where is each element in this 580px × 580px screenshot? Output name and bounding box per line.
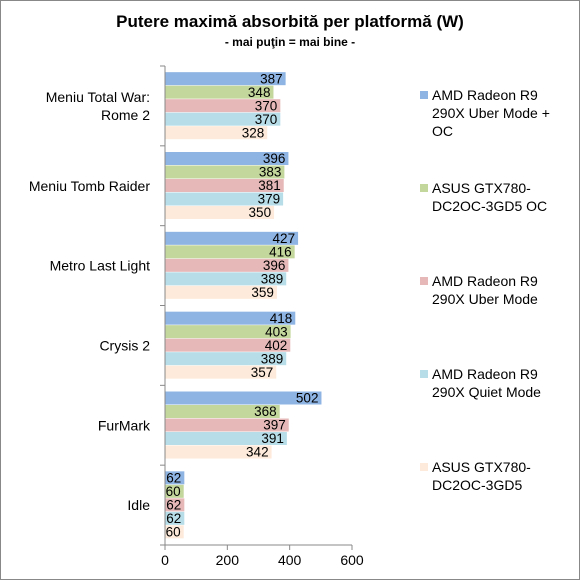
category-label: Rome 2 xyxy=(101,107,150,123)
bar xyxy=(165,285,277,299)
bar xyxy=(165,445,272,459)
data-label: 383 xyxy=(259,165,282,180)
legend-label: DC2OC-3GD5 OC xyxy=(432,198,547,214)
category-label: Idle xyxy=(127,497,150,513)
bar xyxy=(165,471,185,485)
bar xyxy=(165,432,287,445)
data-label: 60 xyxy=(166,484,181,499)
category-label: FurMark xyxy=(98,417,151,433)
bar xyxy=(165,418,289,432)
category-label: Metro Last Light xyxy=(50,258,150,274)
category-label: Meniu Total War: xyxy=(46,89,150,105)
bar xyxy=(165,511,185,525)
x-tick-label: 200 xyxy=(216,552,240,568)
bar xyxy=(165,99,281,113)
bar xyxy=(165,192,284,206)
data-label: 391 xyxy=(261,431,284,446)
bar xyxy=(165,179,284,192)
data-label: 427 xyxy=(273,231,296,246)
data-label: 348 xyxy=(248,85,271,100)
data-label: 402 xyxy=(265,338,288,353)
bar xyxy=(165,405,280,418)
data-label: 418 xyxy=(270,311,293,326)
legend-swatch xyxy=(420,370,428,378)
data-label: 350 xyxy=(249,205,272,220)
bar xyxy=(165,112,281,126)
data-label: 60 xyxy=(166,525,181,540)
legend-label: AMD Radeon R9 xyxy=(432,366,538,382)
legend-label: ASUS GTX780- xyxy=(432,180,531,196)
bar xyxy=(165,325,291,339)
data-label: 62 xyxy=(166,511,181,526)
bar xyxy=(165,365,277,379)
data-label: 62 xyxy=(166,471,181,486)
bar xyxy=(165,152,289,165)
bar xyxy=(165,272,287,286)
legend-label: OC xyxy=(432,123,453,139)
legend-swatch xyxy=(420,91,428,99)
data-label: 502 xyxy=(296,391,319,406)
data-label: 381 xyxy=(258,178,281,193)
data-label: 359 xyxy=(251,285,274,300)
legend: AMD Radeon R9 290X Uber Mode + OC ASUS GTX7… xyxy=(420,87,550,493)
data-label: 403 xyxy=(265,324,288,339)
bar xyxy=(165,484,184,498)
bar xyxy=(165,85,274,99)
legend-label: ASUS GTX780- xyxy=(432,459,531,475)
data-label: 370 xyxy=(255,98,278,113)
bar xyxy=(165,258,289,272)
x-tick-label: 0 xyxy=(161,552,169,568)
bar xyxy=(165,206,275,219)
legend-swatch xyxy=(420,277,428,285)
legend-swatch xyxy=(420,184,428,192)
bar xyxy=(165,338,291,352)
legend-label: DC2OC-3GD5 xyxy=(432,477,522,493)
x-tick-label: 400 xyxy=(278,552,302,568)
category-label: Meniu Tomb Raider xyxy=(29,178,150,194)
data-label: 370 xyxy=(255,112,278,127)
legend-label: AMD Radeon R9 xyxy=(432,87,538,103)
data-label: 368 xyxy=(254,404,277,419)
chart-title: Putere maximă absorbită per platformă (W… xyxy=(116,12,464,31)
data-label: 389 xyxy=(261,351,284,366)
data-label: 387 xyxy=(260,71,283,86)
legend-label: 290X Quiet Mode xyxy=(432,384,541,400)
data-label: 416 xyxy=(269,245,292,260)
data-label: 379 xyxy=(258,192,281,207)
data-label: 328 xyxy=(242,125,265,140)
chart-subtitle: - mai puţin = mai bine - xyxy=(225,35,355,49)
legend-label: 290X Uber Mode + xyxy=(432,105,550,121)
bar xyxy=(165,352,287,366)
bar xyxy=(165,72,286,86)
legend-label: 290X Uber Mode xyxy=(432,291,538,307)
data-label: 342 xyxy=(246,445,269,460)
bar xyxy=(165,311,296,325)
bar xyxy=(165,165,285,179)
bar xyxy=(165,498,185,512)
legend-swatch xyxy=(420,463,428,471)
bar xyxy=(165,391,322,405)
x-tick-label: 600 xyxy=(340,552,364,568)
legend-label: AMD Radeon R9 xyxy=(432,273,538,289)
data-label: 396 xyxy=(263,151,286,166)
category-label: Crysis 2 xyxy=(99,337,150,353)
bar xyxy=(165,231,299,245)
data-label: 62 xyxy=(166,498,181,513)
bar xyxy=(165,525,184,539)
data-label: 357 xyxy=(251,365,274,380)
data-label: 397 xyxy=(263,418,286,433)
bar xyxy=(165,245,295,259)
data-label: 396 xyxy=(263,258,286,273)
bar xyxy=(165,126,268,140)
data-label: 389 xyxy=(261,272,284,287)
